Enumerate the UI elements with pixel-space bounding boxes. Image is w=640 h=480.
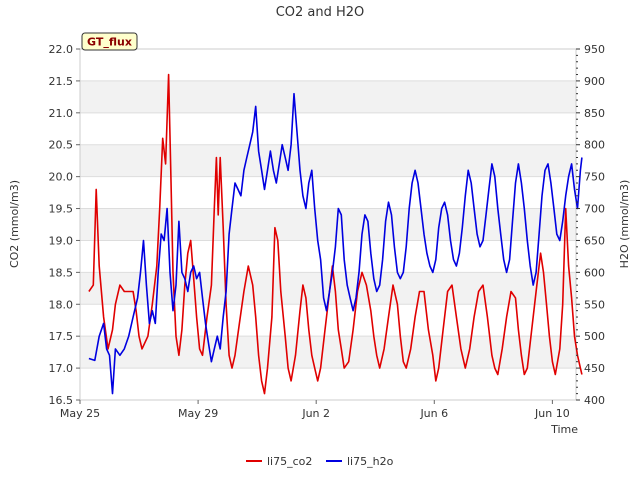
legend: li75_co2 li75_h2o — [246, 455, 394, 468]
y-right-tick-label: 500 — [584, 330, 605, 343]
y-right-tick-label: 600 — [584, 266, 605, 279]
y-left-tick-label: 20.5 — [49, 139, 74, 152]
x-tick-label: Jun 2 — [301, 407, 330, 420]
site-badge: GT_flux — [81, 32, 138, 51]
x-tick-label: May 25 — [60, 407, 100, 420]
y-left-tick-label: 18.5 — [49, 266, 74, 279]
x-axis-label: Time — [550, 423, 578, 436]
site-badge-label: GT_flux — [87, 36, 132, 49]
x-tick-label: Jun 10 — [534, 407, 570, 420]
series-line-li75_co2 — [88, 73, 583, 395]
y-right-tick-label: 700 — [584, 203, 605, 216]
x-axis: May 25 May 29 Jun 2 Jun 6 Jun 10 — [60, 400, 570, 420]
y-left-tick-label: 17.5 — [49, 330, 74, 343]
y-left-tick-label: 17.0 — [49, 362, 74, 375]
background-bands — [80, 80, 576, 369]
plot-frame — [79, 48, 577, 401]
y-right-tick-label: 400 — [584, 394, 605, 407]
y-left-tick-label: 16.5 — [49, 394, 74, 407]
y-left-tick-label: 18.0 — [49, 298, 74, 311]
y-left-tick-label: 19.5 — [49, 203, 74, 216]
y-right-tick-label: 450 — [584, 362, 605, 375]
x-tick-label: Jun 6 — [419, 407, 448, 420]
y-left-tick-label: 21.0 — [49, 107, 74, 120]
legend-label-co2: li75_co2 — [267, 455, 312, 468]
y-right-tick-label: 850 — [584, 107, 605, 120]
site-badge-box — [81, 32, 138, 51]
y-right-tick-label: 750 — [584, 171, 605, 184]
legend-label-h2o: li75_h2o — [347, 455, 394, 468]
y-right-axis: 400 450 500 550 600 650 700 750 800 850 900 950 — [576, 43, 605, 407]
y-left-axis-label: CO2 (mmol/m3) — [8, 180, 21, 268]
x-tick-label: May 29 — [178, 407, 218, 420]
y-left-tick-label: 22.0 — [49, 43, 74, 56]
series-line-li75_h2o — [88, 92, 583, 395]
y-right-axis-label: H2O (mmol/m3) — [618, 180, 631, 269]
background-band — [80, 208, 576, 241]
y-left-tick-label: 19.0 — [49, 234, 74, 247]
background-band — [80, 80, 576, 113]
y-left-tick-label: 20.0 — [49, 171, 74, 184]
y-left-axis: 16.5 17.0 17.5 18.0 18.5 19.0 19.5 20.0 20.5 21.0… — [49, 43, 80, 407]
series-layer — [88, 73, 583, 395]
chart-title: CO2 and H2O — [276, 5, 365, 20]
background-band — [80, 144, 576, 177]
y-right-tick-label: 800 — [584, 139, 605, 152]
y-right-tick-label: 550 — [584, 298, 605, 311]
y-right-tick-label: 900 — [584, 75, 605, 88]
y-right-tick-label: 950 — [584, 43, 605, 56]
y-right-tick-label: 650 — [584, 234, 605, 247]
y-left-tick-label: 21.5 — [49, 75, 74, 88]
